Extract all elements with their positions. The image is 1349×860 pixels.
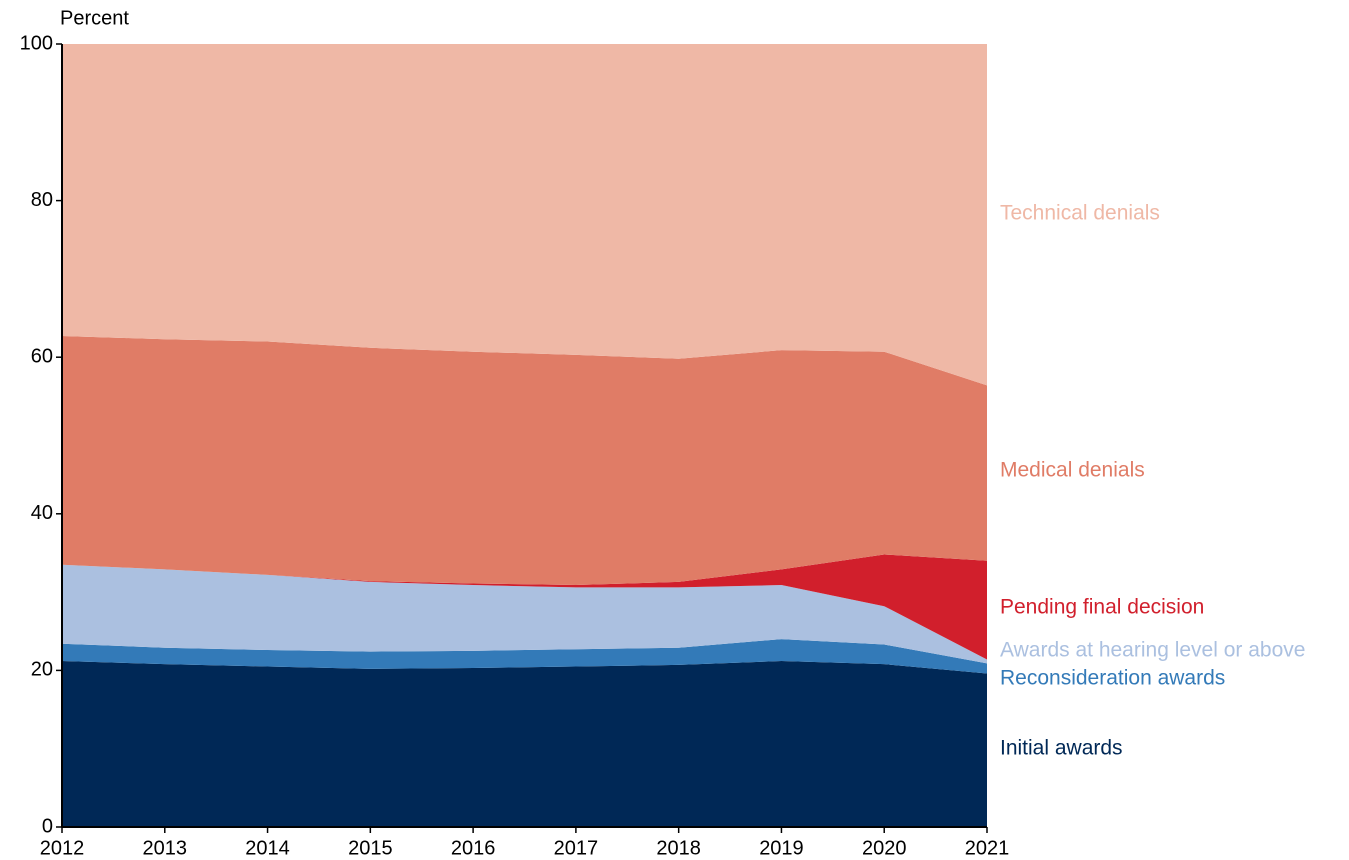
series-label: Reconsideration awards: [1000, 667, 1225, 690]
area: [62, 554, 987, 660]
x-tick-label: 2014: [245, 837, 290, 859]
y-tick-label: 20: [31, 659, 53, 681]
series-label: Initial awards: [1000, 737, 1123, 760]
x-tick-label: 2019: [759, 837, 804, 859]
area: [62, 336, 987, 586]
series-label: Technical denials: [1000, 202, 1160, 225]
y-tick-label: 40: [31, 502, 53, 524]
x-tick-label: 2016: [451, 837, 496, 859]
x-tick-label: 2020: [862, 837, 907, 859]
series-label: Pending final decision: [1000, 596, 1204, 619]
x-tick-label: 2018: [656, 837, 701, 859]
series-label: Medical denials: [1000, 459, 1145, 482]
y-tick-label: 100: [20, 32, 53, 54]
y-tick-label: 80: [31, 189, 53, 211]
area: [62, 564, 987, 664]
y-tick-label: 60: [31, 345, 53, 367]
x-tick-label: 2017: [554, 837, 599, 859]
x-tick-label: 2012: [40, 837, 85, 859]
y-axis-label: Percent: [60, 7, 129, 29]
x-tick-label: 2015: [348, 837, 393, 859]
y-tick-label: 0: [42, 815, 53, 837]
area: [62, 44, 987, 386]
area: [62, 661, 987, 827]
x-tick-label: 2013: [143, 837, 188, 859]
series-label: Awards at hearing level or above: [1000, 639, 1305, 662]
area: [62, 639, 987, 674]
x-tick-label: 2021: [965, 837, 1010, 859]
